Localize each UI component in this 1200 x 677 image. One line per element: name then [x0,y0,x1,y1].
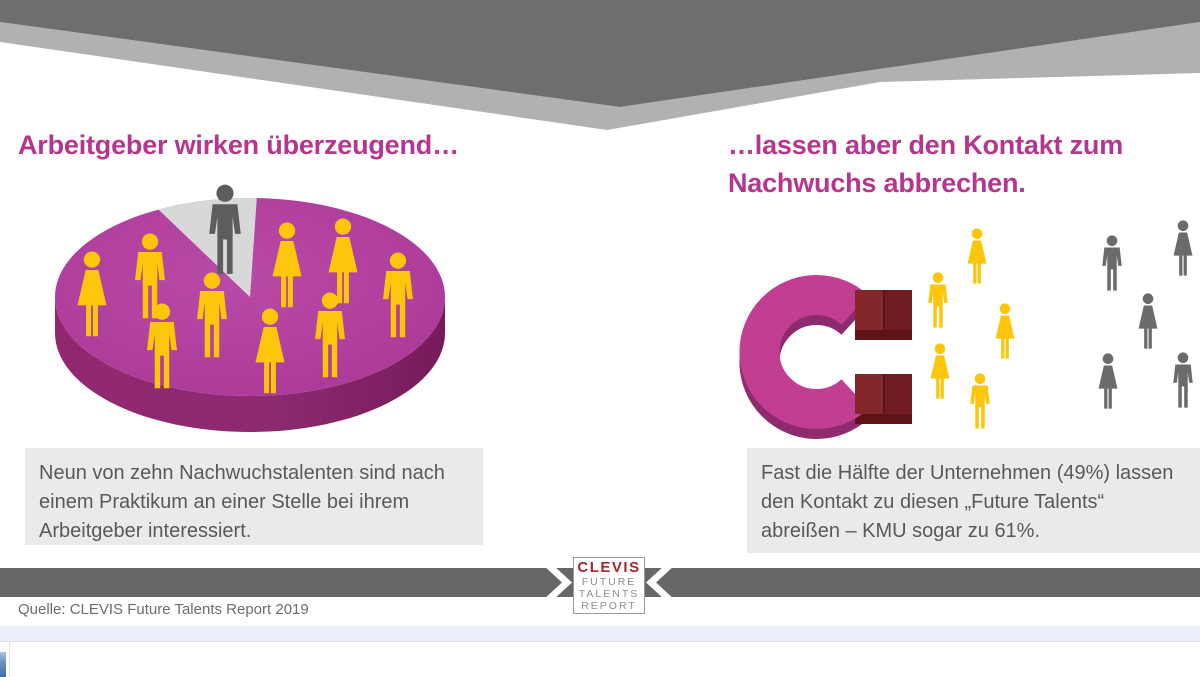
magnet-pole-top-shade [885,290,912,330]
left-caption-box: Neun von zehn Nachwuchstalenten sind nac… [25,448,483,545]
chevron-left-icon [646,565,675,600]
panel-left-border [9,641,10,677]
person-female-icon [1138,293,1158,349]
person-female-icon [930,343,950,399]
chevron-right-icon [543,565,572,600]
top-banner-ribbon [0,0,1200,130]
magnet-illustration [739,220,1193,439]
magnet-pole-bottom-shade [885,374,912,414]
bottom-blue-strip [0,626,1200,642]
magnet-pole-top-seam [883,290,885,330]
person-female-icon [1173,220,1193,276]
detached-people-gray [1098,220,1193,409]
person-female-icon [995,303,1015,359]
right-heading: …lassen aber den Kontakt zum Nachwuchs a… [728,130,1123,198]
person-male-icon [928,272,948,328]
right-caption-box: Fast die Hälfte der Unternehmen (49%) la… [747,448,1200,553]
person-male-icon [1102,235,1122,291]
magnet-arc [739,275,869,429]
person-male-icon [1173,352,1193,408]
banner-dark-layer [0,0,1200,107]
banner-light-layer [0,22,1200,130]
attracted-people-yellow [928,228,1015,429]
left-heading: Arbeitgeber wirken überzeugend… [18,130,459,160]
logo-line-future: FUTURE [581,575,637,588]
person-male-icon [970,373,990,429]
corner-image-fragment [0,652,6,677]
logo-line-clevis: CLEVIS [577,558,641,576]
person-female-icon [967,228,987,284]
ribbon-chevrons [543,565,675,600]
person-female-icon [1098,353,1118,409]
logo-line-talents: TALENTS [578,587,640,600]
pie-side [55,297,445,432]
clevis-logo: CLEVIS FUTURE TALENTS REPORT [573,557,645,614]
magnet-pole-bottom-seam [883,374,885,414]
pie-chart [55,184,445,432]
logo-line-report: REPORT [581,599,637,612]
source-text: Quelle: CLEVIS Future Talents Report 201… [18,601,309,618]
